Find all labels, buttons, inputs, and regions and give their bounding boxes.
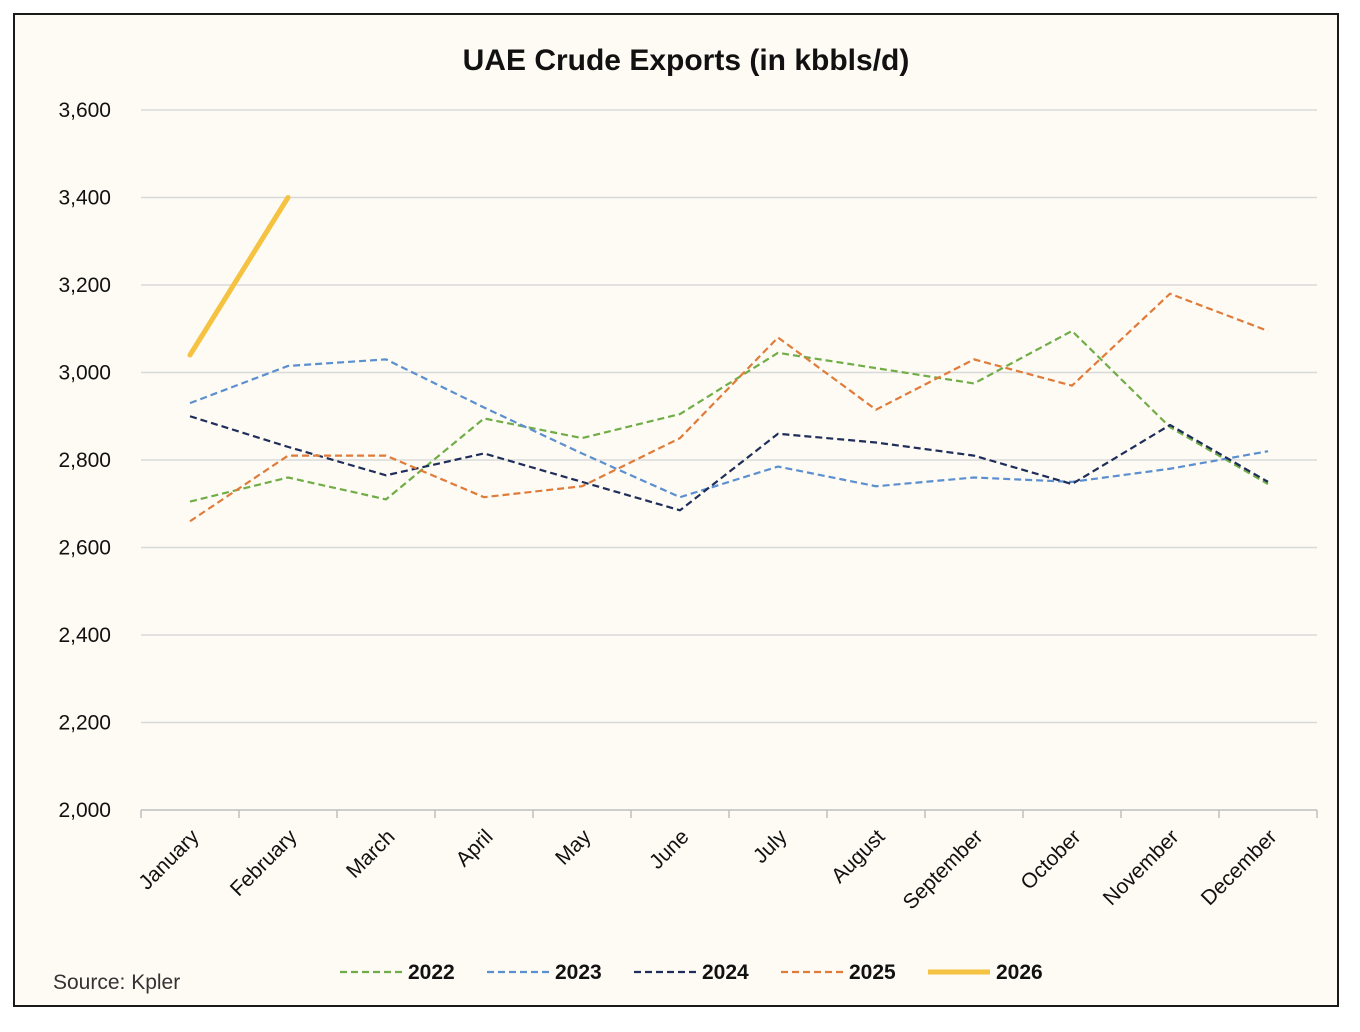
y-tick-label: 2,600 — [58, 537, 111, 560]
legend-label-2025: 2025 — [849, 961, 896, 984]
y-tick-label: 3,200 — [58, 274, 111, 297]
y-tick-label: 3,400 — [58, 187, 111, 210]
axes: 2,000 2,200 2,400 2,600 2,800 3,000 3,200 3,400… — [58, 99, 1318, 914]
x-tick-label: June — [645, 825, 693, 873]
series-line-2023 — [189, 358, 1269, 499]
y-tick-label: 2,800 — [58, 449, 111, 472]
x-tick-label: March — [342, 825, 400, 883]
x-tick-label: September — [899, 825, 988, 914]
y-tick-label: 2,000 — [58, 799, 111, 822]
y-tick-label: 3,000 — [58, 362, 111, 385]
x-tick-label: November — [1099, 825, 1184, 910]
x-tick-label: February — [226, 825, 302, 901]
series-line-2026 — [187, 195, 291, 358]
gridlines — [141, 109, 1317, 724]
x-tick-label: December — [1197, 825, 1282, 910]
legend-label-2023: 2023 — [555, 961, 602, 984]
series-line-2025 — [189, 292, 1269, 523]
source-note: Source: Kpler — [53, 971, 180, 994]
chart-frame: UAE Crude Exports (in kbbls/d) 2,000 2,20… — [13, 13, 1339, 1007]
legend-label-2022: 2022 — [408, 961, 455, 984]
y-tick-label: 3,600 — [58, 99, 111, 122]
series-line-2024 — [189, 415, 1269, 512]
x-tick-label: August — [827, 825, 890, 888]
legend-label-2024: 2024 — [702, 961, 749, 984]
x-tick-label: May — [551, 825, 596, 870]
x-tick-label: October — [1016, 825, 1085, 894]
series-lines — [187, 195, 1269, 523]
series-line-2022 — [189, 329, 1269, 503]
legend-label-2026: 2026 — [996, 961, 1043, 984]
chart-canvas: UAE Crude Exports (in kbbls/d) 2,000 2,20… — [53, 44, 1318, 994]
x-tick-label: July — [749, 825, 792, 868]
legend: 2022 2023 2024 2025 2026 — [340, 961, 1043, 984]
y-tick-label: 2,200 — [58, 712, 111, 735]
chart-title: UAE Crude Exports (in kbbls/d) — [463, 44, 910, 77]
y-tick-label: 2,400 — [58, 624, 111, 647]
x-tick-label: April — [452, 825, 498, 871]
x-tick-label: January — [134, 825, 203, 894]
